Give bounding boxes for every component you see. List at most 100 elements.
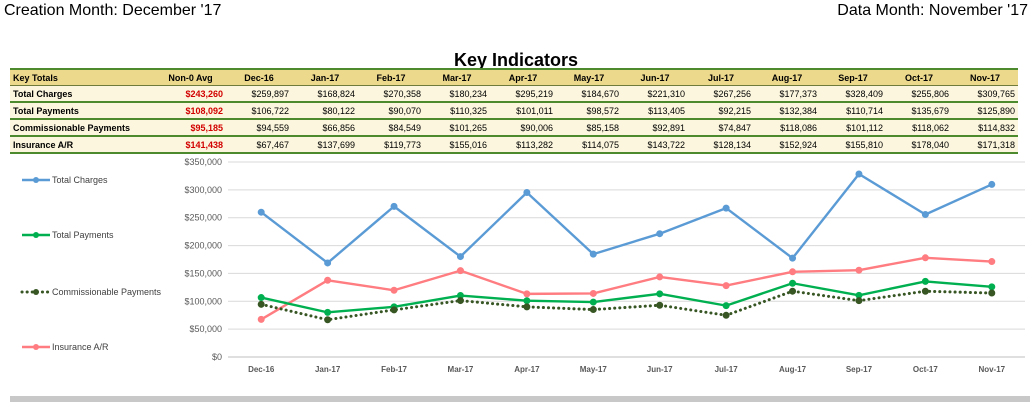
y-tick-label: $300,000	[184, 185, 222, 195]
table-cell: $171,318	[952, 135, 1018, 154]
data-point	[988, 289, 996, 297]
y-tick-label: $200,000	[184, 241, 222, 251]
key-indicators-table: Key Totals Non-0 Avg Dec-16 Jan-17 Feb-17 Mar…	[10, 68, 1018, 154]
table-cell: $267,256	[688, 85, 754, 103]
data-point	[855, 266, 863, 274]
table-header-row: Key Totals Non-0 Avg Dec-16 Jan-17 Feb-17 Mar…	[10, 68, 1018, 86]
data-point	[390, 286, 398, 294]
column-header: Sep-17	[820, 68, 886, 86]
table-cell: $309,765	[952, 85, 1018, 103]
horizontal-scrollbar[interactable]	[10, 396, 1030, 402]
data-point	[456, 253, 464, 261]
table-cell: $259,897	[226, 85, 292, 103]
series-line	[259, 289, 994, 322]
data-point	[988, 258, 996, 266]
table-cell: $168,824	[292, 85, 358, 103]
table-row: Commissionable Payments $95,185 $94,559 $66…	[10, 118, 1018, 137]
table-cell: $114,075	[556, 135, 622, 154]
table-cell: $94,559	[226, 118, 292, 137]
data-point	[722, 282, 730, 290]
y-tick-label: $50,000	[189, 324, 222, 334]
table-cell: $90,070	[358, 101, 424, 120]
table-cell: $180,234	[424, 85, 490, 103]
column-header: May-17	[556, 68, 622, 86]
table-cell: $295,219	[490, 85, 556, 103]
y-tick-label: $150,000	[184, 268, 222, 278]
column-header: Key Totals	[10, 68, 155, 86]
data-point	[324, 308, 332, 316]
data-point	[523, 297, 531, 305]
row-label: Total Charges	[10, 85, 155, 103]
column-header: Nov-17	[952, 68, 1018, 86]
column-header: Jun-17	[622, 68, 688, 86]
table-cell: $92,891	[622, 118, 688, 137]
data-point	[921, 210, 929, 218]
data-point	[589, 306, 597, 314]
table-cell: $98,572	[556, 101, 622, 120]
row-label: Commissionable Payments	[10, 118, 155, 137]
table-body: Total Charges $243,260 $259,897 $168,824 $27…	[10, 85, 1018, 154]
data-point	[257, 208, 265, 216]
data-point	[855, 170, 863, 178]
column-header: Jul-17	[688, 68, 754, 86]
table-cell: $221,310	[622, 85, 688, 103]
table-cell: $119,773	[358, 135, 424, 154]
legend-label: Total Payments	[52, 230, 114, 240]
table-cell: $128,134	[688, 135, 754, 154]
data-point	[257, 300, 265, 308]
data-point	[523, 290, 531, 298]
data-point	[789, 254, 797, 262]
key-indicators-title: Key Indicators	[453, 50, 579, 70]
column-header: Apr-17	[490, 68, 556, 86]
data-month-label: Data Month: November '17	[837, 2, 1028, 19]
row-average: $108,092	[155, 101, 226, 120]
table-cell: $67,467	[226, 135, 292, 154]
legend-marker	[33, 177, 39, 183]
x-tick-label: Dec-16	[248, 365, 275, 374]
x-tick-label: Jul-17	[715, 365, 739, 374]
series-line	[260, 256, 992, 321]
x-tick-label: Nov-17	[978, 365, 1005, 374]
chart-legend: Total Charges Total Payments Commissionabl…	[20, 175, 162, 352]
x-tick-label: Oct-17	[913, 365, 938, 374]
table-cell: $114,832	[952, 118, 1018, 137]
data-point	[390, 202, 398, 210]
data-point	[589, 298, 597, 306]
table-row: Total Charges $243,260 $259,897 $168,824 $27…	[10, 85, 1018, 103]
data-point	[257, 315, 265, 323]
table-cell: $90,006	[490, 118, 556, 137]
y-tick-label: $250,000	[184, 213, 222, 223]
table-cell: $135,679	[886, 101, 952, 120]
data-point	[589, 289, 597, 297]
data-point	[722, 302, 730, 310]
x-axis: Dec-16 Jan-17 Feb-17 Mar-17 Apr-17 May-17 Jun-…	[248, 365, 1006, 374]
table-cell: $178,040	[886, 135, 952, 154]
table-cell: $110,714	[820, 101, 886, 120]
x-tick-label: Sep-17	[846, 365, 873, 374]
table-cell: $270,358	[358, 85, 424, 103]
data-point	[656, 273, 664, 281]
data-point	[523, 303, 531, 311]
x-tick-label: Jun-17	[647, 365, 673, 374]
legend-marker	[33, 289, 39, 295]
table-cell: $137,699	[292, 135, 358, 154]
row-label: Insurance A/R	[10, 135, 155, 154]
x-tick-label: Jan-17	[315, 365, 341, 374]
legend-marker	[33, 344, 39, 350]
data-point	[656, 301, 664, 309]
line-chart: $0 $50,000 $100,000 $150,000 $200,000 $250,00…	[20, 157, 1025, 374]
table-cell: $101,112	[820, 118, 886, 137]
table-cell: $80,122	[292, 101, 358, 120]
table-cell: $113,282	[490, 135, 556, 154]
column-header: Mar-17	[424, 68, 490, 86]
table-cell: $74,847	[688, 118, 754, 137]
table-cell: $92,215	[688, 101, 754, 120]
column-header: Non-0 Avg	[155, 68, 226, 86]
row-average: $243,260	[155, 85, 226, 103]
data-point	[589, 250, 597, 258]
x-tick-label: Aug-17	[779, 365, 807, 374]
x-tick-label: Apr-17	[514, 365, 540, 374]
data-point	[722, 311, 730, 319]
x-tick-label: May-17	[580, 365, 608, 374]
row-label: Total Payments	[10, 101, 155, 120]
